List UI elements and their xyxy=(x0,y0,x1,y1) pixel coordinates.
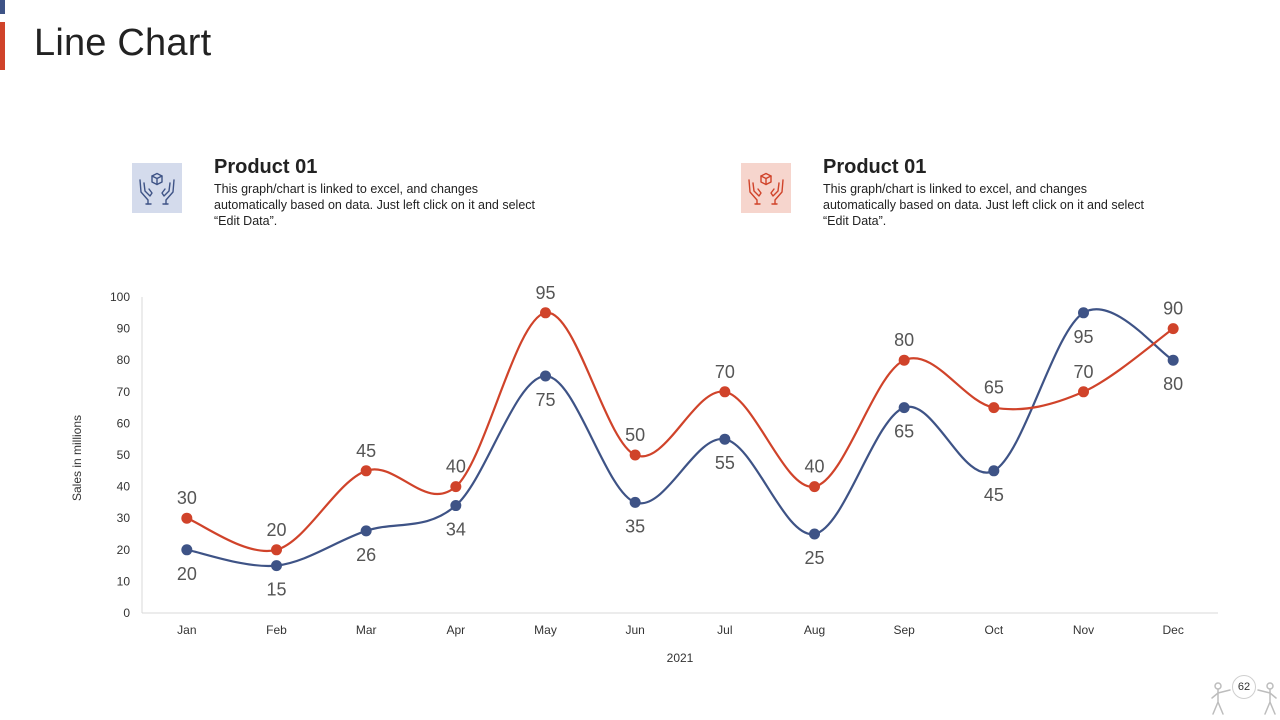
data-point xyxy=(898,402,910,414)
x-tick-label: Feb xyxy=(266,623,287,637)
data-label: 20 xyxy=(266,520,286,540)
product-card-description: This graph/chart is linked to excel, and… xyxy=(214,182,536,228)
x-tick-label: May xyxy=(534,623,557,637)
product-icon-box-2 xyxy=(741,163,791,213)
data-label: 25 xyxy=(804,548,824,568)
data-label: 45 xyxy=(356,441,376,461)
data-point xyxy=(898,354,910,366)
hands-box-icon xyxy=(139,172,175,205)
data-point xyxy=(181,544,193,556)
y-tick-label: 80 xyxy=(117,353,131,367)
hands-box-icon xyxy=(748,172,784,205)
data-label: 55 xyxy=(715,453,735,473)
data-label: 80 xyxy=(1163,374,1183,394)
data-point xyxy=(450,500,462,512)
x-tick-label: Apr xyxy=(446,623,465,637)
y-tick-label: 20 xyxy=(117,543,131,557)
data-label: 50 xyxy=(625,425,645,445)
data-label: 75 xyxy=(535,390,555,410)
data-point xyxy=(360,525,372,537)
data-point xyxy=(629,496,641,508)
product-card-title: Product 01 xyxy=(214,156,318,178)
data-label: 20 xyxy=(177,564,197,584)
data-label: 34 xyxy=(446,520,466,540)
data-label: 95 xyxy=(535,283,555,303)
series-line-1 xyxy=(186,311,1174,553)
x-axis-title: 2021 xyxy=(667,651,694,665)
y-axis-title: Sales in millions xyxy=(70,415,84,501)
y-tick-label: 50 xyxy=(117,448,131,462)
data-point xyxy=(1167,354,1179,366)
data-point xyxy=(360,465,372,477)
series-line-2 xyxy=(186,308,1174,568)
x-tick-label: Aug xyxy=(804,623,825,637)
data-label: 70 xyxy=(715,362,735,382)
page-number-text: 62 xyxy=(1237,681,1251,693)
data-label: 90 xyxy=(1163,299,1183,319)
x-tick-label: Sep xyxy=(893,623,915,637)
x-tick-label: Dec xyxy=(1162,623,1183,637)
y-tick-label: 70 xyxy=(117,385,131,399)
data-point xyxy=(719,386,731,398)
data-label: 95 xyxy=(1073,327,1093,347)
product-icon-box-1 xyxy=(132,163,182,213)
data-label: 70 xyxy=(1073,362,1093,382)
y-tick-label: 100 xyxy=(110,290,130,304)
data-point xyxy=(540,307,551,319)
product-card-title: Product 01 xyxy=(823,156,927,178)
data-point xyxy=(988,402,1000,414)
y-tick-label: 0 xyxy=(123,606,130,620)
data-point xyxy=(988,465,1000,477)
data-label: 30 xyxy=(177,488,197,508)
data-point xyxy=(271,544,282,556)
x-tick-label: Mar xyxy=(356,623,377,637)
data-point xyxy=(271,560,282,572)
data-point xyxy=(1078,386,1089,398)
y-tick-label: 90 xyxy=(117,322,131,336)
data-label: 35 xyxy=(625,516,645,536)
data-point xyxy=(540,370,551,382)
x-tick-label: Jul xyxy=(717,623,732,637)
data-label: 26 xyxy=(356,545,376,565)
y-tick-label: 10 xyxy=(117,574,131,588)
page-number: 62 xyxy=(1232,675,1256,699)
data-point xyxy=(629,449,641,461)
page-title: Line Chart xyxy=(34,22,212,64)
data-label: 65 xyxy=(984,378,1004,398)
data-point xyxy=(181,512,193,524)
y-tick-label: 30 xyxy=(117,511,131,525)
x-tick-label: Jun xyxy=(625,623,644,637)
data-point xyxy=(719,433,731,445)
data-label: 45 xyxy=(984,485,1004,505)
accent-top-bar xyxy=(0,0,5,14)
product-card-description: This graph/chart is linked to excel, and… xyxy=(823,182,1145,228)
data-point xyxy=(809,481,820,493)
data-label: 15 xyxy=(266,580,286,600)
data-point xyxy=(809,528,820,540)
data-label: 65 xyxy=(894,422,914,442)
data-point xyxy=(1078,307,1089,319)
data-label: 80 xyxy=(894,330,914,350)
people-figures-icon xyxy=(1211,682,1277,715)
x-tick-label: Nov xyxy=(1073,623,1094,637)
data-point xyxy=(1167,323,1179,335)
data-label: 40 xyxy=(446,457,466,477)
data-label: 40 xyxy=(804,457,824,477)
y-tick-label: 60 xyxy=(117,416,131,430)
data-point xyxy=(450,481,462,493)
x-tick-label: Oct xyxy=(984,623,1003,637)
title-accent-bar xyxy=(0,22,5,70)
y-tick-label: 40 xyxy=(117,480,131,494)
x-tick-label: Jan xyxy=(177,623,196,637)
